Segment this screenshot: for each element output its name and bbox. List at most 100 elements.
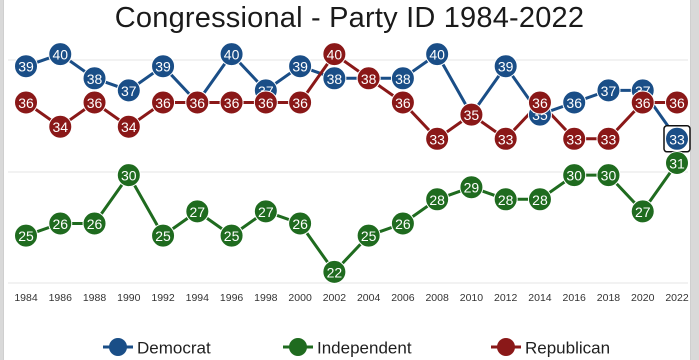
data-point-independent-1998: 27 [253,199,278,224]
point-label: 33 [669,131,685,147]
point-label: 26 [292,216,308,232]
point-label: 33 [498,131,514,147]
point-label: 37 [601,83,617,99]
x-tick-1998: 1998 [254,292,278,304]
point-marker [151,90,176,115]
x-tick-2014: 2014 [528,292,552,304]
point-label: 36 [669,95,685,111]
point-marker [493,126,518,151]
point-marker [665,126,689,151]
data-point-democrat-1984: 39 [14,54,38,79]
point-label: 31 [669,156,685,172]
point-label: 36 [635,95,651,111]
point-label: 33 [429,131,445,147]
data-point-independent-1992: 25 [151,223,176,248]
data-point-democrat-2006: 38 [390,66,415,91]
point-label: 26 [87,216,103,232]
data-point-republican-1984: 36 [14,90,38,115]
point-marker [562,90,587,115]
point-marker [253,90,278,115]
point-marker [185,90,210,115]
point-label: 28 [498,192,514,208]
data-point-democrat-1988: 38 [82,66,107,91]
data-point-democrat-1990: 37 [116,78,141,103]
point-marker [665,151,689,175]
data-point-republican-2018: 33 [596,126,621,151]
point-marker [630,90,655,115]
data-point-republican-2022: 36 [665,90,689,115]
point-label: 22 [327,264,343,280]
data-point-republican-2010: 35 [459,102,484,127]
x-tick-2008: 2008 [425,292,449,304]
point-marker [596,78,621,103]
point-label: 39 [498,59,514,75]
point-marker [596,126,621,151]
point-label: 36 [190,95,206,111]
point-marker [82,211,107,236]
data-point-republican-2006: 36 [390,90,415,115]
point-label: 40 [327,47,343,63]
point-marker [14,223,38,248]
data-point-democrat-2016: 36 [562,90,587,115]
point-label: 34 [52,119,68,135]
point-label: 36 [155,95,171,111]
x-tick-1994: 1994 [186,292,210,304]
data-point-independent-2016: 30 [562,163,587,188]
point-label: 36 [292,95,308,111]
point-label: 36 [395,95,411,111]
point-label: 36 [224,95,240,111]
data-point-republican-1996: 36 [219,90,244,115]
point-marker [82,66,107,91]
point-marker [48,211,73,236]
data-point-republican-2020: 36 [630,90,655,115]
x-tick-1996: 1996 [220,292,244,304]
data-point-democrat-1996: 40 [219,42,244,67]
point-marker [82,90,107,115]
data-point-independent-2008: 28 [425,187,450,212]
point-marker [493,187,518,212]
point-marker [288,211,313,236]
x-tick-2002: 2002 [323,292,347,304]
x-tick-2006: 2006 [391,292,415,304]
data-point-independent-2010: 29 [459,175,484,200]
x-tick-2022: 2022 [665,292,689,304]
point-marker [425,42,450,67]
point-label: 27 [190,204,206,220]
point-marker [459,102,484,127]
x-tick-1992: 1992 [151,292,175,304]
x-tick-2000: 2000 [288,292,312,304]
point-label: 26 [395,216,411,232]
data-point-independent-1994: 27 [185,199,210,224]
point-label: 40 [429,47,445,63]
point-label: 36 [258,95,274,111]
data-point-republican-2002: 40 [322,42,347,67]
point-label: 38 [361,71,377,87]
x-tick-2012: 2012 [494,292,518,304]
data-point-republican-1998: 36 [253,90,278,115]
point-label: 25 [18,228,34,244]
point-label: 30 [121,168,137,184]
x-tick-2018: 2018 [597,292,621,304]
point-marker [116,78,141,103]
data-point-democrat-2002: 38 [322,66,347,91]
point-marker [527,90,552,115]
x-tick-2010: 2010 [460,292,484,304]
data-point-independent-2000: 26 [288,211,313,236]
data-point-independent-1988: 26 [82,211,107,236]
point-label: 40 [52,47,68,63]
data-point-democrat-2012: 39 [493,54,518,79]
point-marker [253,199,278,224]
legend-item-independent: Independent [283,338,412,358]
point-label: 36 [18,95,34,111]
point-marker [425,126,450,151]
x-tick-2004: 2004 [357,292,381,304]
legend-label: Republican [525,339,610,358]
point-label: 25 [224,228,240,244]
legend-item-democrat: Democrat [103,338,211,358]
legend-label: Independent [317,339,412,358]
data-point-republican-2012: 33 [493,126,518,151]
point-marker [116,114,141,139]
point-label: 28 [532,192,548,208]
point-marker [219,42,244,67]
